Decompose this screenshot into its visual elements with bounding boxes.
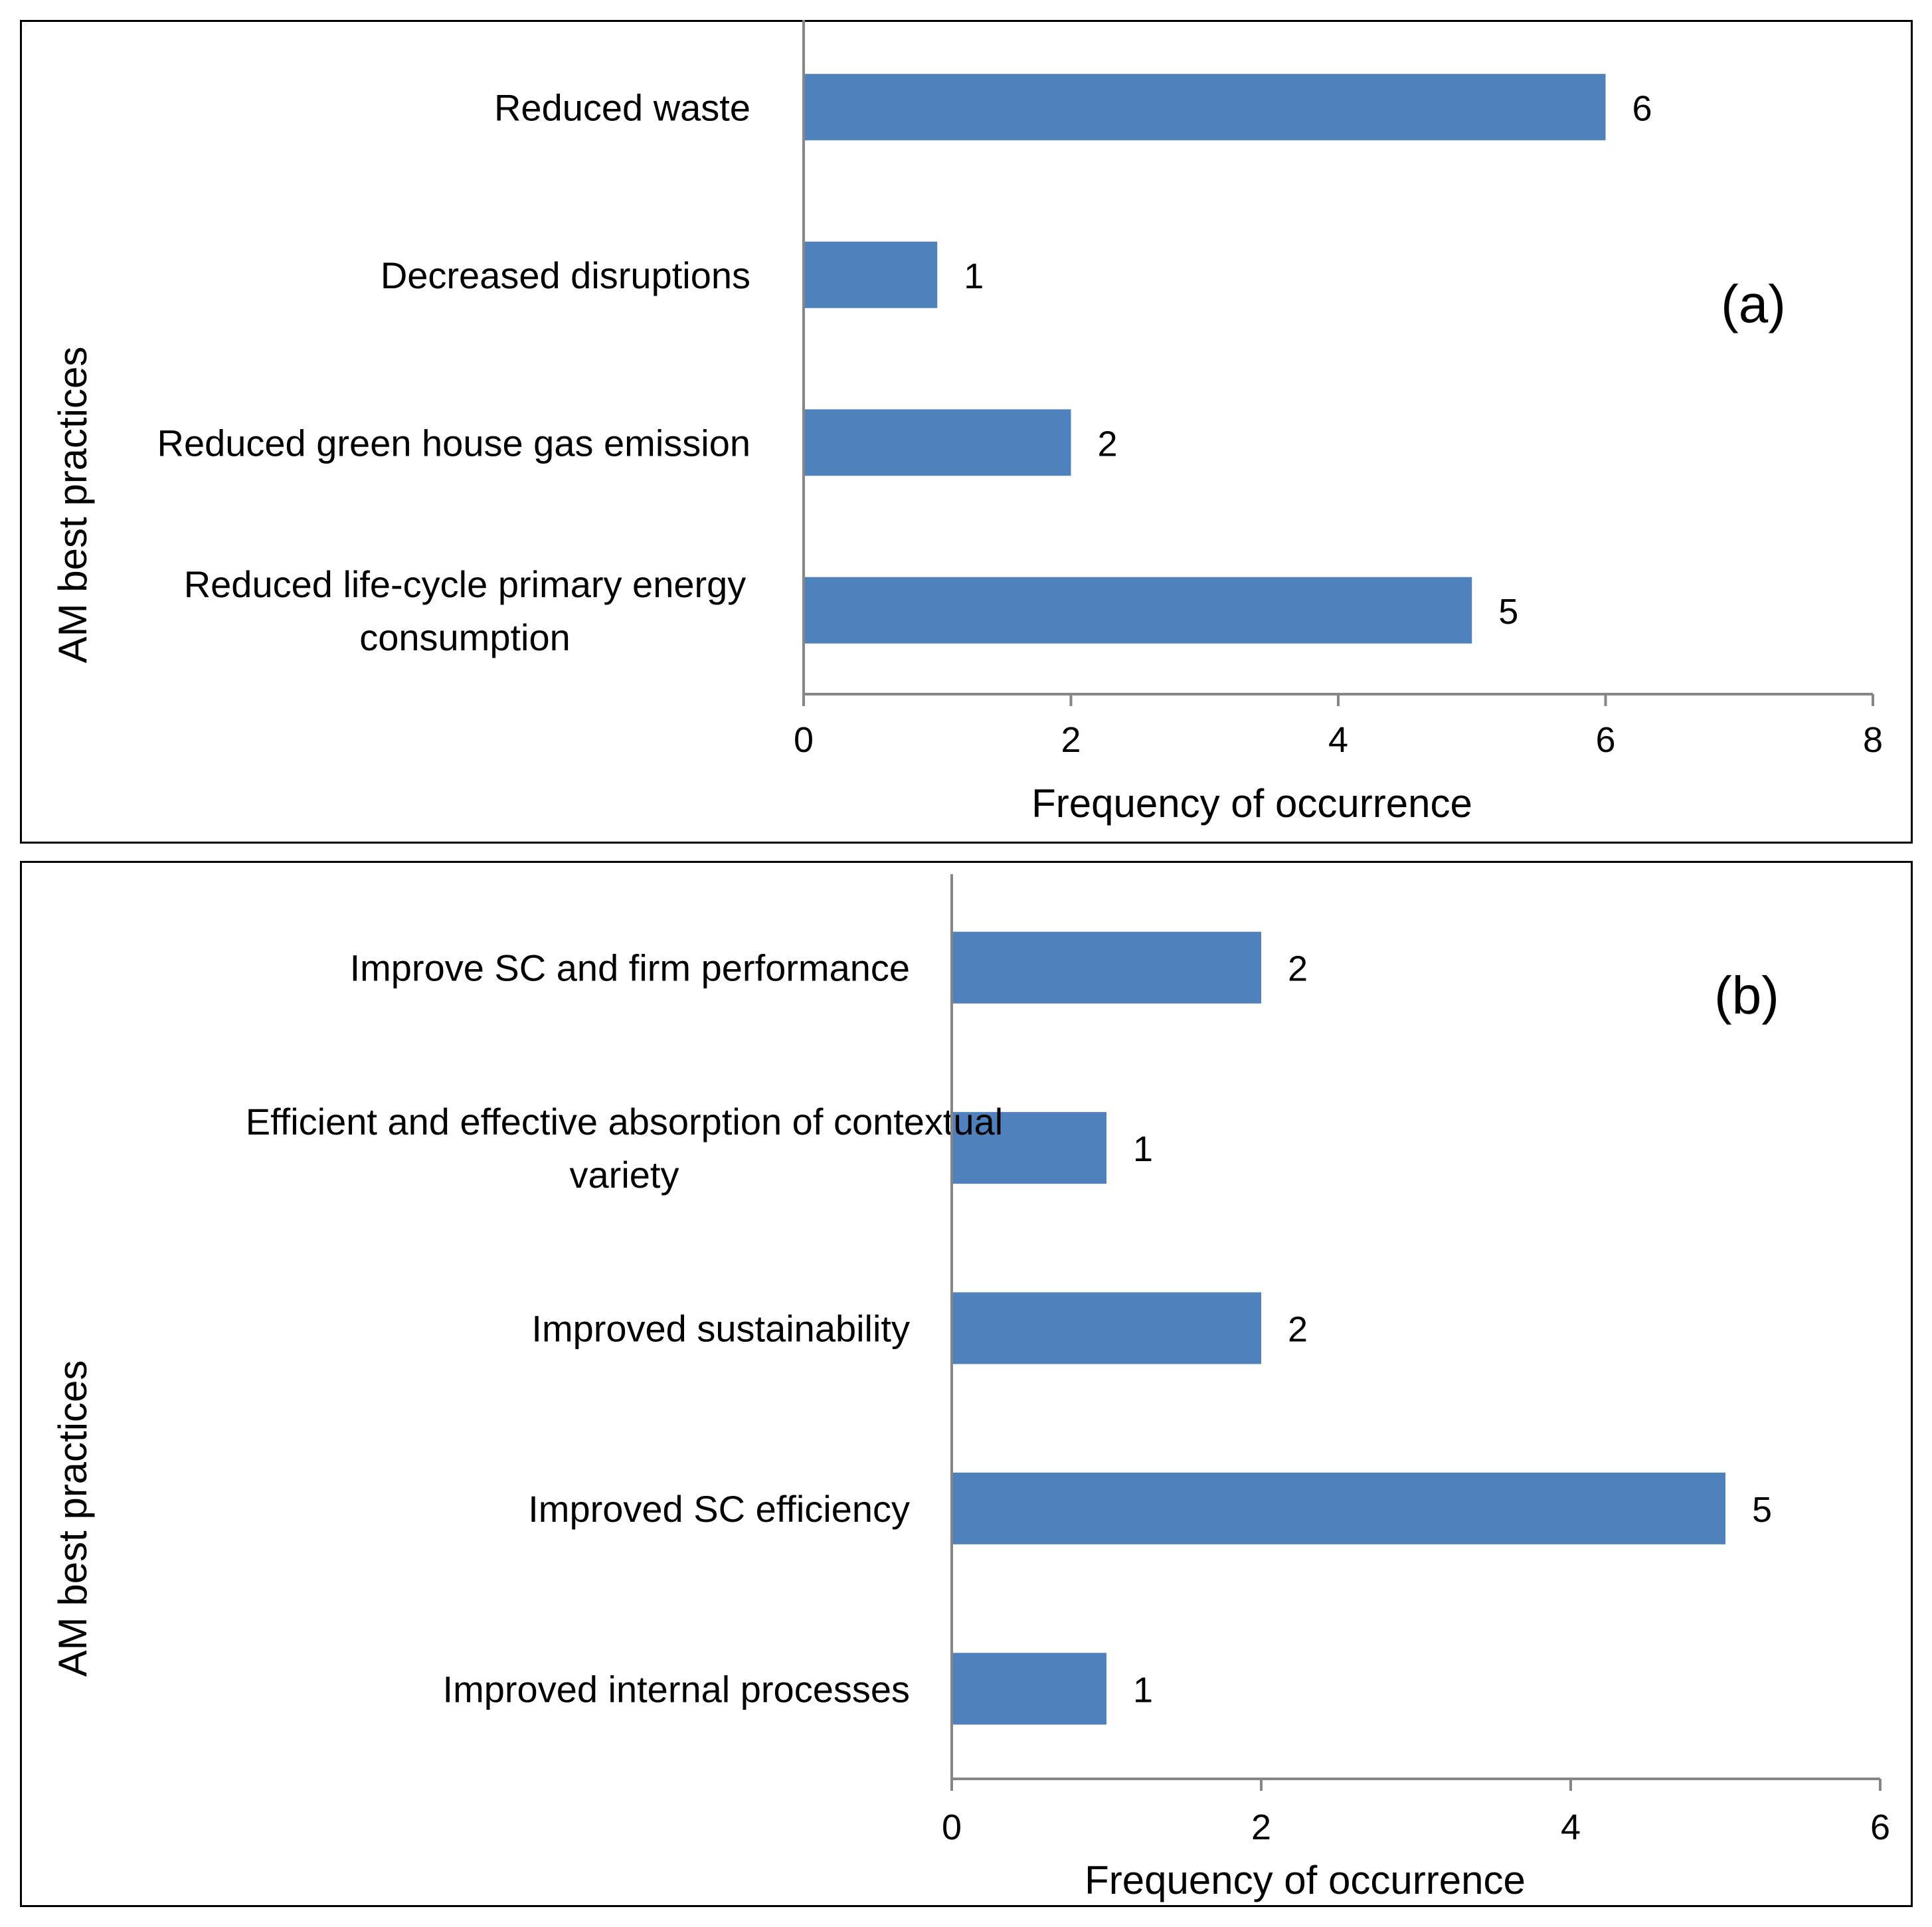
bar [804,577,1472,644]
chart-b-frame [20,861,1913,1907]
category-label: Improved sustainability [531,1308,910,1350]
y-axis-title: AM best practices [50,347,95,664]
panel-label: (a) [1721,274,1786,333]
data-label: 2 [1098,424,1118,464]
x-axis-title: Frequency of occurrence [1085,1858,1526,1902]
data-label: 1 [1133,1129,1153,1169]
x-tick-label: 4 [1561,1807,1581,1847]
category-label: Reduced green house gas emission [157,422,750,464]
data-label: 5 [1752,1490,1772,1530]
bar [952,1653,1106,1725]
y-axis-title: AM best practices [50,1360,95,1677]
category-label: Reduced waste [494,86,750,128]
x-tick-label: 2 [1061,720,1081,760]
category-label: Improve SC and firm performance [350,947,910,989]
x-axis-title: Frequency of occurrence [1031,781,1472,826]
category-label-line: variety [570,1154,679,1196]
bar [952,1112,1106,1184]
data-label: 1 [1133,1670,1153,1710]
panel-label: (b) [1714,966,1779,1025]
chart-panel-a: 6 Reduced waste 1 Decreased disruptions 2 Red… [20,20,1913,844]
bar [804,409,1071,476]
data-label: 5 [1498,592,1518,632]
chart-panel-b: 2 Improve SC and firm performance 1 Efficie… [20,861,1913,1907]
bar [804,74,1606,141]
category-label-line: consumption [359,616,571,658]
data-label: 1 [964,256,984,296]
bar [952,1472,1725,1544]
x-tick-label: 0 [794,720,814,760]
bar [804,241,938,308]
x-tick-label: 6 [1870,1807,1890,1847]
chart-a-frame [20,20,1913,844]
category-label-line: Reduced life-cycle primary energy [184,563,746,605]
x-tick-label: 0 [942,1807,962,1847]
bar [952,931,1261,1004]
x-tick-label: 4 [1328,720,1348,760]
x-tick-label: 8 [1863,720,1883,760]
category-label: Improved SC efficiency [528,1488,910,1530]
category-label-line: Efficient and effective absorption of co… [246,1101,1003,1143]
chart-b-svg: 2 Improve SC and firm performance 1 Efficie… [20,861,1913,1907]
bar [952,1292,1261,1364]
category-label: Improved internal processes [443,1668,910,1710]
data-label: 6 [1632,88,1652,128]
category-label: Reduced life-cycle primary energy consump… [184,563,746,658]
category-label: Efficient and effective absorption of co… [246,1101,1003,1196]
category-label: Decreased disruptions [381,254,750,296]
data-label: 2 [1288,1310,1308,1350]
x-tick-label: 2 [1251,1807,1271,1847]
data-label: 2 [1288,949,1308,989]
chart-a-svg: 6 Reduced waste 1 Decreased disruptions 2 Red… [20,20,1913,844]
x-tick-label: 6 [1595,720,1615,760]
